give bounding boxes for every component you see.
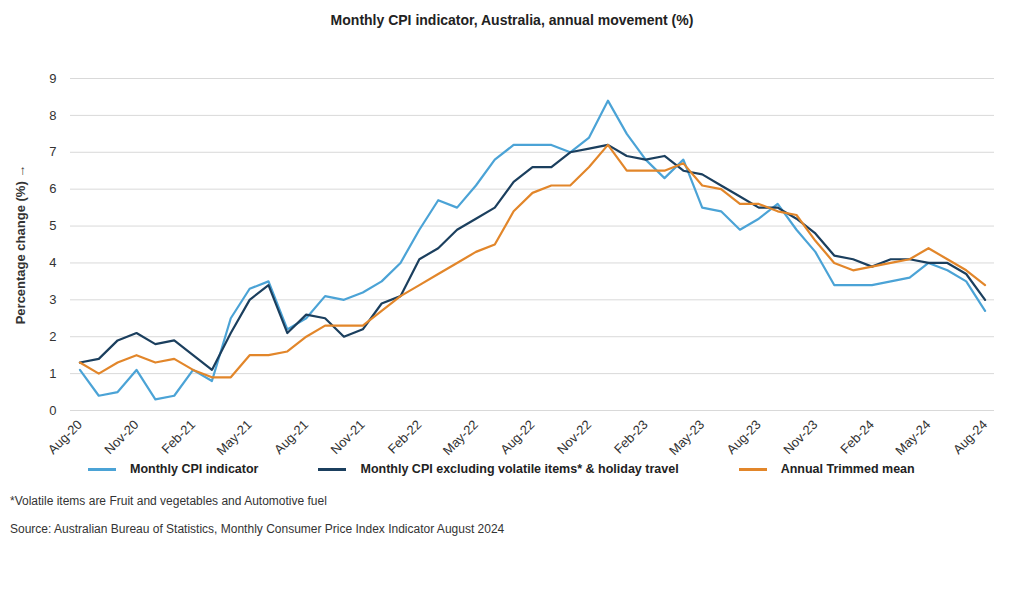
svg-text:6: 6 [49, 181, 56, 196]
svg-text:Nov-22: Nov-22 [554, 417, 594, 457]
svg-text:5: 5 [49, 218, 56, 233]
svg-text:Aug-22: Aug-22 [497, 417, 537, 457]
svg-text:Percentage change (%) →: Percentage change (%) → [13, 165, 28, 325]
svg-text:Aug-24: Aug-24 [950, 417, 990, 457]
svg-text:Nov-20: Nov-20 [101, 417, 141, 457]
svg-text:7: 7 [49, 144, 56, 159]
svg-text:Aug-21: Aug-21 [271, 417, 311, 457]
svg-text:4: 4 [49, 255, 56, 270]
svg-text:May-21: May-21 [213, 417, 254, 458]
svg-text:Feb-23: Feb-23 [611, 417, 651, 457]
svg-text:8: 8 [49, 108, 56, 123]
svg-text:9: 9 [49, 71, 56, 86]
svg-text:Nov-23: Nov-23 [780, 417, 820, 457]
svg-text:0: 0 [49, 403, 56, 418]
svg-text:Aug-23: Aug-23 [724, 417, 764, 457]
svg-text:May-23: May-23 [666, 417, 707, 458]
html-text:Source: Australian Bureau of S: Source: Australian Bureau of Statistics,… [10, 522, 505, 536]
html-text:Annual Trimmed mean: Annual Trimmed mean [780, 462, 915, 476]
html-text:Monthly CPI excluding volatile: Monthly CPI excluding volatile items* & … [360, 462, 679, 476]
svg-text:Feb-21: Feb-21 [158, 417, 198, 457]
html-text:Monthly CPI indicator: Monthly CPI indicator [130, 462, 259, 476]
svg-text:Feb-24: Feb-24 [837, 417, 877, 457]
svg-text:Nov-21: Nov-21 [328, 417, 368, 457]
svg-text:Aug-20: Aug-20 [45, 417, 85, 457]
html-text:*Volatile items are Fruit and: *Volatile items are Fruit and vegetables… [10, 494, 327, 508]
html-text:Monthly CPI indicator, Austral: Monthly CPI indicator, Australia, annual… [330, 12, 694, 28]
svg-text:3: 3 [49, 292, 56, 307]
svg-text:May-24: May-24 [892, 417, 933, 458]
svg-text:Feb-22: Feb-22 [385, 417, 425, 457]
svg-text:1: 1 [49, 366, 56, 381]
svg-text:May-22: May-22 [440, 417, 481, 458]
svg-text:2: 2 [49, 329, 56, 344]
